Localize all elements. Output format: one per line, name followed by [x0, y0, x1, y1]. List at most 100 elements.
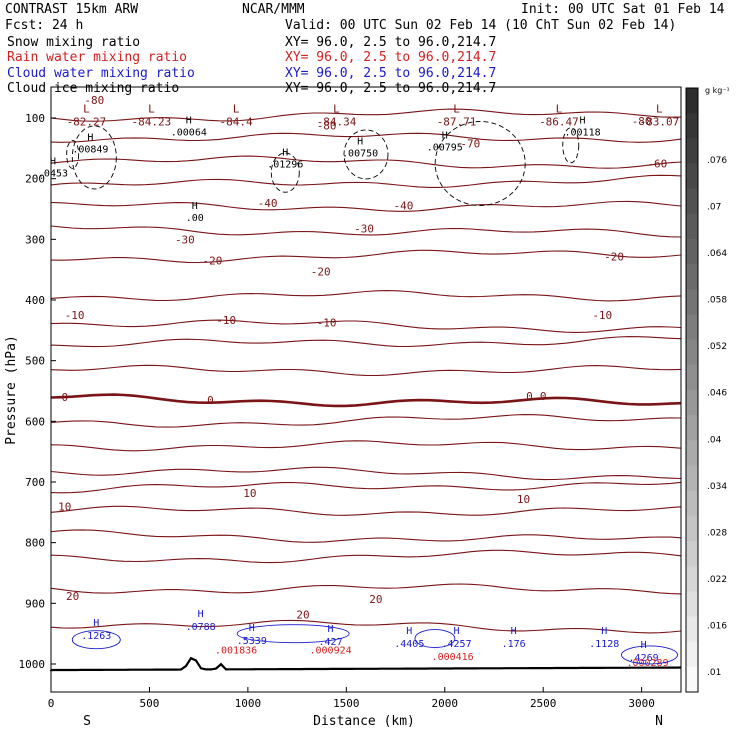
y-tick-label: 800 — [25, 537, 45, 550]
cloud-high-value: .427 — [319, 637, 343, 648]
colorbar-swatch — [686, 490, 698, 517]
ice-low-value: -83.07 — [639, 116, 679, 129]
y-tick-label: 900 — [25, 597, 45, 610]
snow-contour — [562, 127, 580, 164]
temperature-contour — [50, 336, 682, 348]
y-tick-label: 500 — [25, 355, 45, 368]
colorbar-swatch — [686, 339, 698, 366]
temperature-contour — [50, 619, 682, 634]
cloud-high-value: .176 — [502, 639, 526, 650]
colorbar-swatch — [686, 188, 698, 215]
y-tick-label: 1000 — [19, 658, 46, 671]
snow-high-marker: H — [357, 137, 363, 148]
colorbar-swatch — [686, 314, 698, 341]
colorbar-swatch — [686, 641, 698, 668]
colorbar-swatch — [686, 566, 698, 592]
x-tick-label: 2500 — [530, 697, 557, 710]
rain-value: .000416 — [432, 652, 474, 663]
colorbar-swatch — [686, 138, 698, 164]
center-label: NCAR/MMM — [242, 2, 305, 17]
temperature-label: -70 — [460, 137, 480, 150]
colorbar-swatch — [686, 465, 698, 492]
colorbar-swatch — [686, 415, 698, 441]
temperature-contour — [50, 364, 682, 377]
plot-frame — [50, 86, 682, 693]
ice-low-marker: L — [83, 103, 90, 116]
cloud-high-value: .4405 — [394, 639, 424, 650]
x-end-right: N — [655, 714, 663, 729]
ice-low-value: -87.71 — [437, 116, 477, 129]
temperature-label: 20 — [66, 590, 79, 603]
rain-value: .000924 — [309, 646, 351, 657]
temperature-contour — [50, 549, 682, 564]
temperature-label: -20 — [311, 265, 331, 278]
snow-contour — [343, 129, 389, 180]
field-ice-xy: XY= 96.0, 2.5 to 96.0,214.7 — [285, 81, 496, 96]
cloud-high-value: .0788 — [186, 622, 216, 633]
y-tick-label: 400 — [25, 294, 45, 307]
cloud-high-marker: H — [328, 624, 334, 635]
colorbar-tick-label: .04 — [707, 435, 722, 445]
field-snow-xy: XY= 96.0, 2.5 to 96.0,214.7 — [285, 35, 496, 50]
snow-high-marker: H — [50, 157, 56, 168]
temperature-label: -10 — [317, 316, 337, 329]
colorbar-tick-label: .064 — [707, 249, 727, 259]
cloud-high-marker: H — [198, 609, 204, 620]
temperature-label: 10 — [58, 500, 71, 513]
temperature-label: -80 — [317, 119, 337, 132]
cloud-high-marker: H — [511, 626, 517, 637]
colorbar-swatch — [686, 88, 698, 114]
snow-high-marker: H — [192, 201, 198, 212]
cloud-water-contour — [236, 624, 350, 644]
temperature-contour — [50, 200, 682, 212]
forecast-hour: Fcst: 24 h — [5, 18, 83, 33]
cloud-high-value: .4257 — [442, 639, 472, 650]
ice-low-value: -86.47 — [539, 116, 579, 129]
axes: 0 500 1000 1500 2000 2500 30001002003004005006… — [19, 112, 655, 710]
field-ice-label: Cloud ice mixing ratio — [7, 81, 179, 96]
ice-low-value: -84.34 — [317, 116, 357, 129]
temperature-contour — [50, 155, 682, 169]
snow-high-marker: H — [186, 115, 192, 126]
x-tick-label: 0 — [48, 697, 55, 710]
temperature-label: 20 — [296, 608, 309, 621]
cloud-high-value: .1263 — [81, 631, 111, 642]
colorbar-tick-label: .016 — [707, 621, 727, 631]
ice-low-marker: L — [656, 103, 663, 116]
temperature-contour — [50, 319, 682, 333]
terrain-line — [49, 656, 682, 672]
colorbar-tick-label: .052 — [707, 342, 727, 352]
colorbar-tick-label: .028 — [707, 528, 727, 538]
x-axis-title: Distance (km) — [313, 714, 415, 729]
temperature-label: 0 — [526, 390, 533, 403]
temperature-contour — [50, 174, 682, 188]
colorbar-swatch — [686, 666, 698, 693]
snow-high-marker: H — [87, 132, 93, 143]
colorbar-swatch — [686, 541, 698, 567]
temperature-label: -60 — [647, 158, 667, 171]
temperature-contour — [50, 249, 682, 264]
temperature-label: 0 — [61, 391, 68, 404]
cloud-high-marker: H — [601, 626, 607, 637]
y-tick-label: 300 — [25, 233, 45, 246]
temperature-contour — [50, 393, 682, 408]
x-tick-label: 2000 — [432, 697, 459, 710]
colorbar-tick-label: .01 — [707, 668, 721, 678]
snow-high-value: .00795 — [427, 143, 463, 154]
temperature-label: 10 — [243, 487, 256, 500]
plot-area: -80 -80 -80 -70 -60 -40 -40 -30 -30 -20 -20 -20 -10 -… — [38, 94, 682, 672]
colorbar-tick-label: .058 — [707, 296, 727, 306]
colorbar-swatch — [686, 264, 698, 290]
temperature-label: -30 — [354, 222, 374, 235]
colorbar-swatch — [686, 364, 698, 391]
rain-value: .001836 — [215, 646, 257, 657]
cloud-high-marker: H — [641, 640, 647, 651]
field-rain-label: Rain water mixing ratio — [7, 50, 187, 65]
y-axis-title: Pressure (hPa) — [4, 335, 19, 445]
ice-low-value: -84.23 — [132, 116, 172, 129]
colorbar-tick-label: .046 — [707, 389, 727, 399]
snow-high-value: .00849 — [72, 144, 108, 155]
temperature-label: -20 — [203, 255, 223, 268]
cloud-high-marker: H — [249, 623, 255, 634]
